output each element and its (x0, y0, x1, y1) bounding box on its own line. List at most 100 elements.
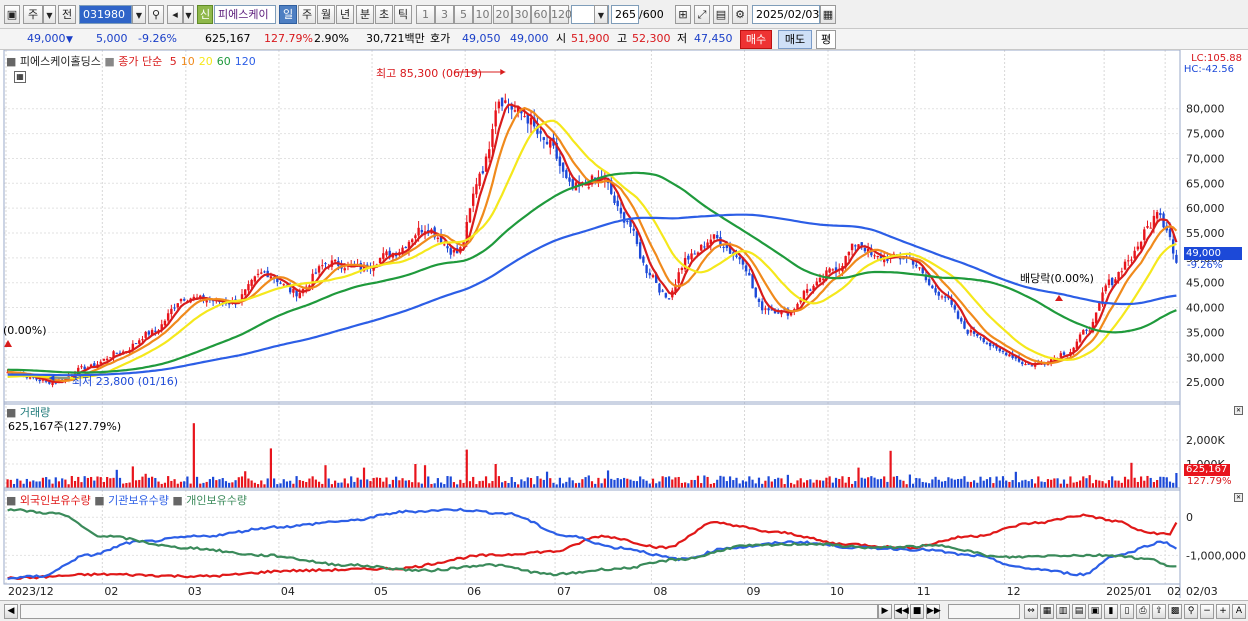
x-tick-label: 05 (374, 585, 388, 598)
period-tab-1[interactable]: 주 (298, 5, 316, 24)
crosshair-icon[interactable]: ⊞ (675, 5, 691, 24)
candle-body (648, 272, 651, 276)
prev-label: 전 (61, 8, 73, 21)
last-page-icon[interactable]: ▶▶ (926, 604, 941, 619)
export-icon[interactable]: ⇪ (1152, 604, 1166, 619)
volume-bar (976, 482, 979, 488)
candle-body (99, 361, 102, 364)
interval-tab-10[interactable]: 10 (473, 5, 492, 24)
speaker-icon[interactable]: ◂ (167, 5, 183, 24)
count-dropdown-icon[interactable]: ▼ (594, 5, 608, 24)
trend-tool-icon[interactable]: ⤢ (694, 5, 710, 24)
volume-bar (369, 481, 372, 488)
zoom-reset-icon[interactable]: ⇔ (1024, 604, 1038, 619)
volume-bar (6, 479, 9, 488)
volume-bar (616, 478, 619, 488)
stop-icon[interactable]: ■ (910, 604, 924, 619)
candle-body (247, 284, 250, 291)
period-unit-dropdown-icon[interactable]: ▼ (43, 5, 56, 24)
period-tab-2[interactable]: 월 (317, 5, 335, 24)
period-tab-6[interactable]: 틱 (394, 5, 412, 24)
search-icon[interactable]: ⚲ (148, 5, 164, 24)
gear-icon[interactable]: ⚙ (732, 5, 748, 24)
chart-area[interactable]: 2023/12 02 03 04 05 06 07 08 09 10 11 12 2025/01 02 02… (0, 50, 1248, 600)
candle-body (378, 257, 382, 264)
font-size-icon[interactable]: A (1232, 604, 1246, 619)
period-tab-0[interactable]: 일 (279, 5, 297, 24)
candle-body (725, 244, 729, 249)
chart-type-icon[interactable]: ▣ (4, 5, 20, 24)
candle-body (844, 256, 847, 268)
volume-bar (1139, 476, 1143, 488)
volume-panel-close-icon[interactable]: ✕ (1234, 406, 1243, 415)
zoom-icon[interactable]: ⚲ (1184, 604, 1198, 619)
candle-body (536, 125, 539, 135)
volume-bar (979, 476, 982, 488)
volume-bar (337, 482, 340, 488)
code-dropdown-icon[interactable]: ▼ (132, 5, 146, 24)
interval-tab-20[interactable]: 20 (493, 5, 512, 24)
interval-tab-60[interactable]: 60 (531, 5, 550, 24)
eval-label: 평 (820, 33, 832, 46)
speaker-dropdown-icon[interactable]: ▼ (183, 5, 194, 24)
interval-tab-3[interactable]: 3 (435, 5, 454, 24)
print-icon[interactable]: ⎙ (1136, 604, 1150, 619)
stock-code-input[interactable]: 031980 (79, 5, 132, 24)
scroll-track[interactable] (20, 604, 878, 619)
zoom-out-icon[interactable]: − (1200, 604, 1214, 619)
eval-button[interactable]: 평 (816, 30, 836, 49)
volume-bar (439, 482, 443, 488)
volume-bar (667, 476, 671, 488)
legend-ma-5: 5 (169, 55, 177, 68)
period-tab-4[interactable]: 분 (356, 5, 374, 24)
table-icon[interactable]: ▦ (14, 71, 26, 83)
period-tab-5[interactable]: 초 (375, 5, 393, 24)
volume-bar (1162, 476, 1165, 488)
first-page-icon[interactable]: ◀◀ (894, 604, 909, 619)
line-view-icon[interactable]: ▯ (1120, 604, 1134, 619)
volume-bar (982, 480, 985, 488)
sell-button[interactable]: 매도 (778, 30, 812, 49)
volume-bar (613, 479, 616, 488)
volume-bar (854, 481, 857, 488)
save-icon[interactable]: ▤ (713, 5, 729, 24)
volume-bar (761, 483, 764, 488)
bar-view-icon[interactable]: ▮ (1104, 604, 1118, 619)
chart-layout-icon[interactable]: ▣ (1088, 604, 1102, 619)
prev-button[interactable]: 전 (58, 5, 76, 24)
date-input[interactable]: 2025/02/03 (752, 5, 820, 24)
candle-body (796, 303, 799, 311)
candle-body (1136, 246, 1140, 250)
zoom-slider[interactable] (948, 604, 1020, 619)
stock-chart-svg[interactable]: 2023/12 02 03 04 05 06 07 08 09 10 11 12 2025/01 02 02… (0, 50, 1248, 600)
volume-bar (199, 483, 202, 488)
volume-bar (995, 476, 998, 488)
volume-bar (764, 480, 767, 488)
candle-body (109, 357, 112, 359)
scroll-bar[interactable]: ◀ ▶ ◀◀ ■ ▶▶ ⇔ ▦ ▥ ▤ ▣ ▮ ▯ ⎙ ⇪ ▩ ⚲ − + A (0, 600, 1248, 621)
period-unit-select[interactable]: 주 (23, 5, 43, 24)
interval-tab-30[interactable]: 30 (512, 5, 531, 24)
volume-bar (680, 482, 684, 488)
stock-name-field: 피에스케이 (214, 5, 276, 24)
interval-tab-120[interactable]: 120 (550, 5, 572, 24)
volume-bar (1095, 479, 1098, 488)
chart-icon[interactable]: ▩ (1168, 604, 1182, 619)
interval-tab-1[interactable]: 1 (416, 5, 435, 24)
candle-body (1072, 347, 1075, 354)
grid-view-icon[interactable]: ▦ (1040, 604, 1054, 619)
zoom-in-icon[interactable]: + (1216, 604, 1230, 619)
count-input[interactable]: 265 (611, 5, 639, 24)
split-view-icon[interactable]: ▥ (1056, 604, 1070, 619)
compare-icon[interactable]: ▤ (1072, 604, 1086, 619)
interval-tab-5[interactable]: 5 (454, 5, 473, 24)
candle-body (282, 284, 285, 286)
scroll-left-icon[interactable]: ◀ (4, 604, 18, 619)
volume-bar (279, 483, 282, 488)
buy-button[interactable]: 매수 (740, 30, 772, 49)
calendar-icon[interactable]: ▦ (820, 5, 836, 24)
holdings-panel-close-icon[interactable]: ✕ (1234, 493, 1243, 502)
legend-bullet-icon: ■ (172, 494, 183, 507)
period-tab-3[interactable]: 년 (336, 5, 354, 24)
scroll-right-icon[interactable]: ▶ (878, 604, 892, 619)
